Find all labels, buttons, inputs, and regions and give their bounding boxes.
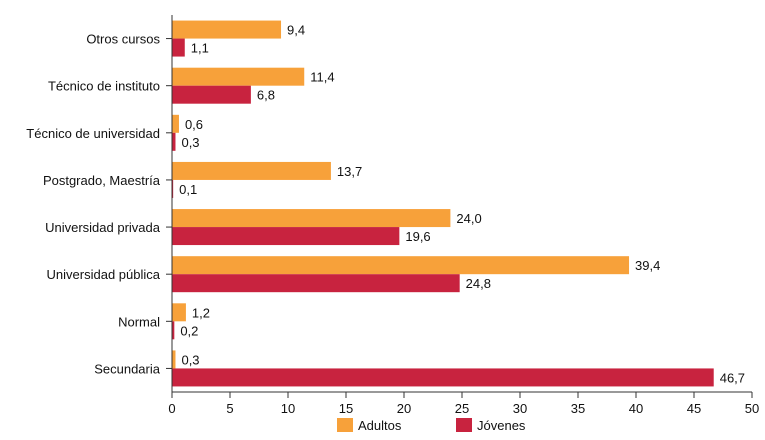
- legend-label: Jóvenes: [477, 418, 526, 433]
- bar-adultos: [172, 161, 331, 180]
- data-label: 1,1: [191, 41, 209, 56]
- data-label: 19,6: [405, 229, 430, 244]
- bar-jovenes: [172, 85, 251, 104]
- legend-label: Adultos: [358, 418, 402, 433]
- data-label: 9,4: [287, 23, 305, 38]
- category-label: Normal: [118, 314, 160, 329]
- bar-adultos: [172, 350, 176, 369]
- category-label: Técnico de universidad: [26, 126, 160, 141]
- bar-adultos: [172, 20, 282, 39]
- category-label: Universidad pública: [47, 267, 161, 282]
- x-tick-label: 5: [226, 401, 233, 416]
- x-tick-label: 25: [455, 401, 469, 416]
- data-label: 13,7: [337, 164, 362, 179]
- bar-jovenes: [172, 227, 400, 246]
- legend-swatch-adultos: [337, 418, 353, 432]
- data-label: 6,8: [257, 88, 275, 103]
- data-label: 24,8: [466, 276, 491, 291]
- bar-adultos: [172, 67, 305, 86]
- category-label: Secundaria: [94, 361, 161, 376]
- data-label: 0,6: [185, 117, 203, 132]
- x-tick-label: 15: [339, 401, 353, 416]
- x-tick-label: 35: [571, 401, 585, 416]
- x-tick-label: 20: [397, 401, 411, 416]
- category-label: Postgrado, Maestría: [43, 173, 161, 188]
- x-tick-label: 45: [687, 401, 701, 416]
- bar-adultos: [172, 114, 179, 133]
- bar-adultos: [172, 256, 630, 275]
- x-tick-label: 40: [629, 401, 643, 416]
- bar-jovenes: [172, 132, 176, 151]
- data-label: 0,3: [181, 352, 199, 367]
- data-label: 46,7: [720, 370, 745, 385]
- category-label: Universidad privada: [45, 220, 161, 235]
- x-tick-label: 0: [168, 401, 175, 416]
- data-label: 39,4: [635, 258, 660, 273]
- data-label: 1,2: [192, 305, 210, 320]
- x-tick-label: 10: [281, 401, 295, 416]
- bar-jovenes: [172, 368, 714, 387]
- legend-swatch-jovenes: [456, 418, 472, 432]
- bar-adultos: [172, 303, 186, 322]
- data-label: 11,4: [310, 70, 334, 85]
- bar-jovenes: [172, 321, 175, 340]
- bar-jovenes: [172, 274, 460, 293]
- x-tick-label: 50: [745, 401, 759, 416]
- bar-jovenes: [172, 38, 185, 57]
- data-label: 0,3: [181, 135, 199, 150]
- bar-adultos: [172, 209, 451, 228]
- data-label: 24,0: [456, 211, 481, 226]
- category-label: Otros cursos: [86, 32, 160, 47]
- x-tick-label: 30: [513, 401, 527, 416]
- data-label: 0,1: [179, 182, 197, 197]
- category-label: Técnico de instituto: [48, 79, 160, 94]
- data-label: 0,2: [180, 323, 198, 338]
- bar-jovenes: [172, 179, 174, 198]
